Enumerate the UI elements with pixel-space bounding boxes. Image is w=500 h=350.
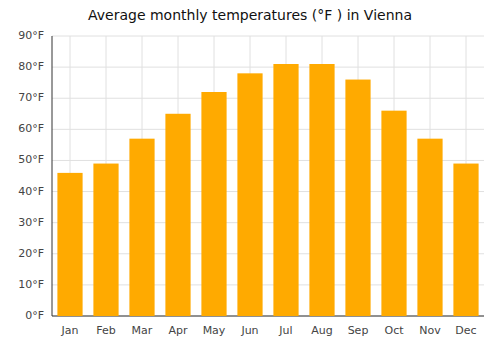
chart-container: 0°F 10°F 20°F 30°F 40°F 50°F 60°F 70°F 80°F 90°F J…	[0, 0, 500, 350]
grid	[52, 36, 484, 316]
y-grid-line	[52, 98, 484, 99]
x-tick-label: Jun	[240, 324, 258, 337]
y-tick-label: 50°F	[18, 153, 44, 166]
y-tick-label: 20°F	[18, 247, 44, 260]
y-tick-label: 0°F	[25, 309, 44, 322]
bar	[453, 164, 478, 316]
x-tick-label: Apr	[168, 324, 188, 337]
bar	[237, 73, 262, 316]
y-tick-label: 90°F	[18, 29, 44, 42]
chart-svg: 0°F 10°F 20°F 30°F 40°F 50°F 60°F 70°F 80°F 90°F J…	[0, 0, 500, 350]
y-grid-line	[52, 129, 484, 130]
y-tick-label: 60°F	[18, 122, 44, 135]
x-tick-label: Mar	[132, 324, 153, 337]
bar	[309, 64, 334, 316]
bar	[201, 92, 226, 316]
bar	[273, 64, 298, 316]
bar	[417, 139, 442, 316]
x-tick-label: Sep	[348, 324, 369, 337]
x-tick-label: Feb	[96, 324, 115, 337]
y-tick-label: 30°F	[18, 216, 44, 229]
x-tick-label: Aug	[311, 324, 332, 337]
bar	[57, 173, 82, 316]
axes: 0°F 10°F 20°F 30°F 40°F 50°F 60°F 70°F 80°F 90°F J…	[18, 29, 484, 337]
y-tick-label: 70°F	[18, 91, 44, 104]
bar	[381, 111, 406, 316]
x-tick-label: May	[203, 324, 226, 337]
y-tick-label: 10°F	[18, 278, 44, 291]
bar	[93, 164, 118, 316]
y-tick-label: 80°F	[18, 60, 44, 73]
x-tick-label: Jan	[61, 324, 79, 337]
bar	[165, 114, 190, 316]
x-tick-label: Jul	[278, 324, 292, 337]
x-tick-label: Nov	[419, 324, 441, 337]
y-tick-label: 40°F	[18, 185, 44, 198]
bar	[129, 139, 154, 316]
x-tick-label: Dec	[455, 324, 476, 337]
bars	[57, 64, 478, 316]
x-tick-label: Oct	[384, 324, 404, 337]
bar	[345, 80, 370, 316]
y-axis-line	[52, 36, 53, 316]
chart-title: Average monthly temperatures (°F ) in Vi…	[88, 7, 412, 23]
y-grid-line	[52, 36, 484, 37]
y-grid-line	[52, 67, 484, 68]
